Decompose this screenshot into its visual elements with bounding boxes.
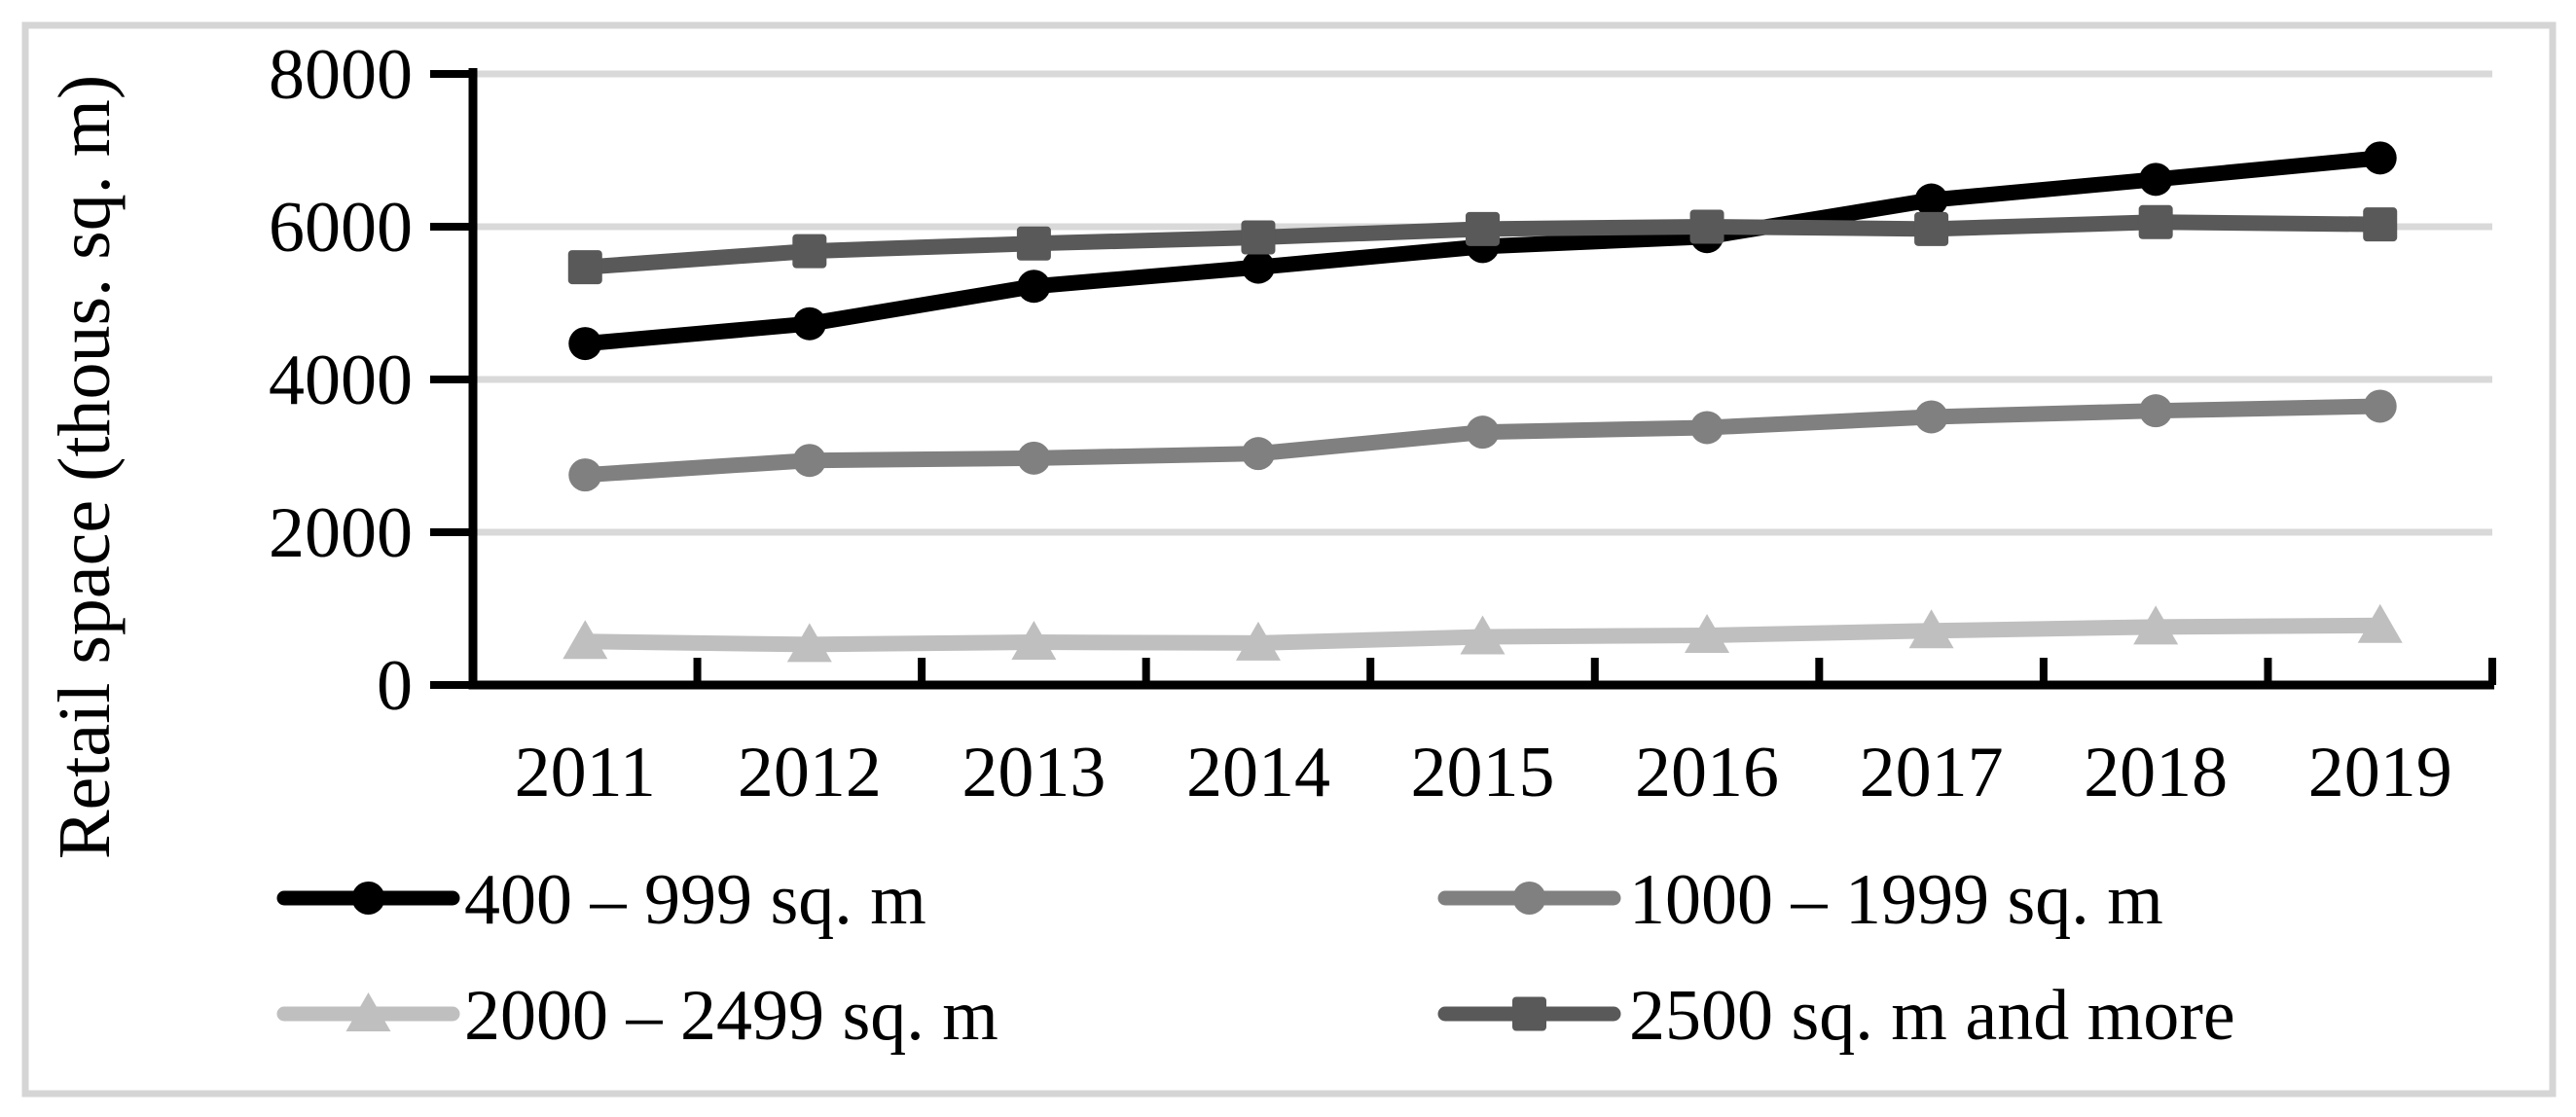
x-tick-label-2019: 2019 — [2308, 733, 2452, 812]
legend-marker-glyph — [1512, 882, 1546, 915]
legend-label-2500-and-more: 2500 sq. m and more — [1629, 976, 2235, 1056]
data-point-2018 — [2138, 204, 2173, 239]
legend-label-400-999: 400 – 999 sq. m — [464, 860, 926, 940]
x-tick-label-2016: 2016 — [1635, 733, 1779, 812]
data-point-2013 — [1016, 226, 1051, 261]
y-tick-label-4000: 4000 — [269, 341, 413, 420]
data-point-2011 — [562, 620, 608, 660]
y-axis-title: Retail space (thous. sq. m) — [44, 75, 126, 859]
legend-marker-400-999 — [276, 882, 460, 915]
data-point-2012 — [792, 234, 827, 269]
legend-label-2000-2499: 2000 – 2499 sq. m — [464, 976, 998, 1056]
series-1000-1999-sq-m — [568, 389, 2397, 492]
data-point-2017 — [1914, 400, 1948, 434]
legend-marker-2000-2499 — [276, 992, 460, 1031]
data-point-2011 — [568, 458, 602, 492]
data-point-2013 — [1011, 621, 1057, 661]
data-point-2014 — [1241, 220, 1276, 255]
data-point-2018 — [2133, 605, 2179, 645]
y-tick-labels: 0 2000 4000 6000 8000 — [269, 35, 413, 726]
x-tick-label-2012: 2012 — [738, 733, 882, 812]
data-point-2012 — [792, 444, 826, 478]
legend-marker-glyph — [1512, 996, 1546, 1031]
data-point-2015 — [1466, 415, 1500, 450]
data-point-2015 — [1460, 615, 1506, 655]
y-tick-label-2000: 2000 — [269, 493, 413, 573]
x-tick-label-2011: 2011 — [515, 733, 656, 812]
data-point-2017 — [1914, 211, 1949, 246]
x-tick-label-2014: 2014 — [1186, 733, 1330, 812]
figure-border — [21, 21, 2557, 1098]
legend: 400 – 999 sq. m 1000 – 1999 sq. m 2000 –… — [276, 860, 2235, 1056]
axes — [430, 68, 2496, 690]
data-point-2014 — [1241, 250, 1275, 284]
x-tick-labels: 2011 2012 2013 2014 2015 2016 2017 2018 2019 — [515, 733, 2452, 812]
data-point-2018 — [2139, 394, 2173, 428]
data-point-2019 — [2363, 141, 2397, 175]
data-point-2016 — [1690, 411, 1724, 445]
data-series — [562, 141, 2403, 663]
series-400-999-sq-m — [568, 141, 2397, 361]
legend-marker-1000-1999 — [1437, 882, 1621, 915]
legend-label-1000-1999: 1000 – 1999 sq. m — [1629, 860, 2163, 940]
data-point-2012 — [786, 623, 832, 663]
data-point-2011 — [568, 327, 602, 361]
data-point-2015 — [1466, 211, 1500, 246]
data-point-2019 — [2363, 207, 2398, 242]
data-point-2018 — [2139, 162, 2173, 197]
data-point-2012 — [792, 306, 826, 341]
data-point-2014 — [1241, 437, 1275, 471]
data-point-2017 — [1908, 609, 1954, 649]
x-tick-label-2018: 2018 — [2084, 733, 2228, 812]
x-tick-label-2013: 2013 — [961, 733, 1106, 812]
y-tick-label-8000: 8000 — [269, 35, 413, 115]
y-tick-label-0: 0 — [377, 646, 413, 726]
y-tick-label-6000: 6000 — [269, 188, 413, 268]
data-point-2016 — [1685, 613, 1730, 653]
series-2000-2499-sq-m — [562, 603, 2403, 663]
data-point-2011 — [567, 250, 602, 285]
legend-marker-glyph — [351, 882, 385, 915]
data-point-2013 — [1017, 270, 1051, 304]
data-point-2016 — [1689, 209, 1724, 244]
data-point-2013 — [1017, 441, 1051, 475]
data-point-2019 — [2357, 603, 2403, 643]
data-point-2014 — [1235, 621, 1281, 661]
legend-marker-glyph — [345, 992, 391, 1031]
data-point-2019 — [2363, 389, 2397, 423]
x-tick-label-2015: 2015 — [1411, 733, 1555, 812]
data-point-2017 — [1914, 183, 1948, 217]
series-2500-sq-m-and-more — [567, 204, 2398, 285]
legend-marker-2500-and-more — [1437, 996, 1621, 1031]
x-tick-label-2017: 2017 — [1860, 733, 2004, 812]
